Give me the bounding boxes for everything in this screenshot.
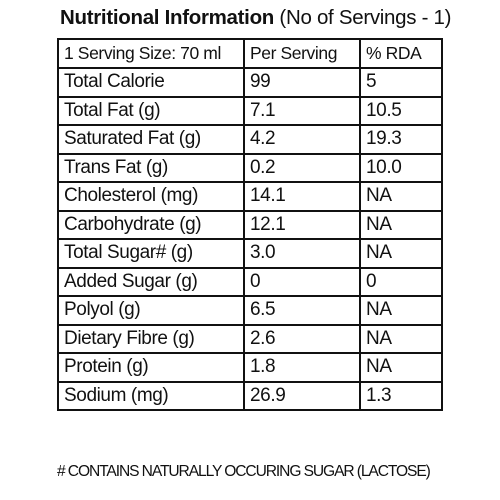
table-row: Saturated Fat (g) 4.2 19.3 — [57, 124, 443, 155]
nutrient-name: Total Sugar# (g) — [57, 238, 245, 269]
per-serving-value: 12.1 — [243, 209, 361, 240]
per-serving-value: 99 — [243, 67, 361, 98]
rda-value: NA — [359, 352, 443, 383]
nutrient-name: Trans Fat (g) — [57, 152, 245, 183]
rda-value: 1.3 — [359, 380, 443, 411]
table-row: Carbohydrate (g) 12.1 NA — [57, 209, 443, 240]
rda-value: 10.0 — [359, 152, 443, 183]
rda-value: 19.3 — [359, 124, 443, 155]
table-row: Total Fat (g) 7.1 10.5 — [57, 95, 443, 126]
table-header-row: 1 Serving Size: 70 ml Per Serving % RDA — [57, 38, 443, 69]
per-serving-value: 6.5 — [243, 295, 361, 326]
table-row: Total Calorie 99 5 — [57, 67, 443, 98]
header-rda: % RDA — [359, 38, 443, 69]
nutrient-name: Polyol (g) — [57, 295, 245, 326]
table-row: Polyol (g) 6.5 NA — [57, 295, 443, 326]
table-row: Dietary Fibre (g) 2.6 NA — [57, 323, 443, 354]
nutrient-name: Dietary Fibre (g) — [57, 323, 245, 354]
table-row: Trans Fat (g) 0.2 10.0 — [57, 152, 443, 183]
nutrient-name: Saturated Fat (g) — [57, 124, 245, 155]
per-serving-value: 7.1 — [243, 95, 361, 126]
title-main: Nutritional Information — [60, 6, 275, 29]
rda-value: NA — [359, 181, 443, 212]
per-serving-value: 1.8 — [243, 352, 361, 383]
footnote: # CONTAINS NATURALLY OCCURING SUGAR (LAC… — [57, 463, 431, 480]
nutrient-name: Cholesterol (mg) — [57, 181, 245, 212]
rda-value: 5 — [359, 67, 443, 98]
header-serving-size: 1 Serving Size: 70 ml — [57, 38, 245, 69]
page-title: Nutritional Information (No of Servings … — [60, 6, 451, 30]
title-servings: (No of Servings - 1) — [274, 6, 452, 29]
per-serving-value: 14.1 — [243, 181, 361, 212]
per-serving-value: 4.2 — [243, 124, 361, 155]
rda-value: NA — [359, 323, 443, 354]
nutrient-name: Sodium (mg) — [57, 380, 245, 411]
nutrient-name: Protein (g) — [57, 352, 245, 383]
rda-value: NA — [359, 295, 443, 326]
header-per-serving: Per Serving — [243, 38, 361, 69]
table-row: Added Sugar (g) 0 0 — [57, 266, 443, 297]
rda-value: NA — [359, 238, 443, 269]
nutrient-name: Carbohydrate (g) — [57, 209, 245, 240]
per-serving-value: 26.9 — [243, 380, 361, 411]
table-row: Cholesterol (mg) 14.1 NA — [57, 181, 443, 212]
nutrient-name: Total Calorie — [57, 67, 245, 98]
rda-value: 10.5 — [359, 95, 443, 126]
nutrient-name: Added Sugar (g) — [57, 266, 245, 297]
table-row: Total Sugar# (g) 3.0 NA — [57, 238, 443, 269]
nutrition-table: 1 Serving Size: 70 ml Per Serving % RDA … — [57, 38, 443, 411]
rda-value: 0 — [359, 266, 443, 297]
per-serving-value: 3.0 — [243, 238, 361, 269]
per-serving-value: 0.2 — [243, 152, 361, 183]
table-row: Protein (g) 1.8 NA — [57, 352, 443, 383]
per-serving-value: 0 — [243, 266, 361, 297]
table-row: Sodium (mg) 26.9 1.3 — [57, 380, 443, 411]
nutrient-name: Total Fat (g) — [57, 95, 245, 126]
rda-value: NA — [359, 209, 443, 240]
per-serving-value: 2.6 — [243, 323, 361, 354]
